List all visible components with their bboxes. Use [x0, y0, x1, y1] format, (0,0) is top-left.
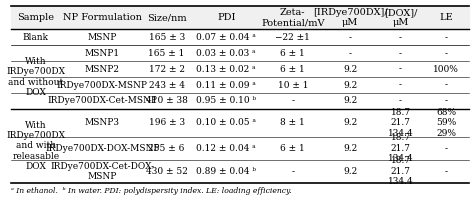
Text: -: - [445, 49, 448, 58]
Text: 9.2: 9.2 [343, 96, 357, 105]
Text: MSNP: MSNP [88, 33, 117, 42]
Text: 0.03 ± 0.03 ᵃ: 0.03 ± 0.03 ᵃ [196, 49, 256, 58]
Text: 8 ± 1: 8 ± 1 [281, 118, 305, 127]
Text: 9.2: 9.2 [343, 80, 357, 89]
Text: 0.11 ± 0.09 ᵃ: 0.11 ± 0.09 ᵃ [196, 80, 256, 89]
Text: MSNP3: MSNP3 [85, 118, 120, 127]
Text: 18.7
21.7
134.4: 18.7 21.7 134.4 [388, 133, 413, 163]
Text: IRDye700DX-Cet-MSNP: IRDye700DX-Cet-MSNP [47, 96, 157, 105]
Text: IRDye700DX-DOX-MSNP: IRDye700DX-DOX-MSNP [45, 144, 160, 153]
Text: -: - [445, 167, 448, 176]
Text: 0.13 ± 0.02 ᵃ: 0.13 ± 0.02 ᵃ [196, 65, 256, 73]
Text: 6 ± 1: 6 ± 1 [281, 65, 305, 73]
Text: -: - [445, 144, 448, 153]
Text: -: - [399, 80, 402, 89]
Text: Zeta-
Potential/mV: Zeta- Potential/mV [261, 8, 325, 28]
Text: LE: LE [439, 13, 453, 22]
Text: Size/nm: Size/nm [147, 13, 186, 22]
Text: MSNP1: MSNP1 [85, 49, 120, 58]
Text: -: - [445, 33, 448, 42]
Text: MSNP2: MSNP2 [85, 65, 120, 73]
Text: 0.95 ± 0.10 ᵇ: 0.95 ± 0.10 ᵇ [196, 96, 256, 105]
Text: 0.10 ± 0.05 ᵃ: 0.10 ± 0.05 ᵃ [196, 118, 256, 127]
Text: -: - [445, 96, 448, 105]
Text: 165 ± 3: 165 ± 3 [148, 33, 185, 42]
Text: 9.2: 9.2 [343, 118, 357, 127]
Text: -: - [348, 33, 352, 42]
Text: 196 ± 3: 196 ± 3 [148, 118, 185, 127]
Text: 6 ± 1: 6 ± 1 [281, 49, 305, 58]
Text: -: - [399, 33, 402, 42]
Text: IRDye700DX-Cet-DOX-
MSNP: IRDye700DX-Cet-DOX- MSNP [50, 161, 155, 181]
Text: 255 ± 6: 255 ± 6 [148, 144, 185, 153]
Text: 18.7
21.7
134.4: 18.7 21.7 134.4 [388, 108, 413, 138]
Text: 9.2: 9.2 [343, 65, 357, 73]
Text: ᵃ In ethanol.  ᵇ In water. PDI: polydispersity index. LE: loading efficiency.: ᵃ In ethanol. ᵇ In water. PDI: polydispe… [11, 187, 292, 195]
Text: Sample: Sample [18, 13, 55, 22]
Text: 410 ± 38: 410 ± 38 [146, 96, 188, 105]
Text: 165 ± 1: 165 ± 1 [148, 49, 185, 58]
Text: 0.12 ± 0.04 ᵃ: 0.12 ± 0.04 ᵃ [196, 144, 256, 153]
Text: -: - [445, 80, 448, 89]
Text: 172 ± 2: 172 ± 2 [149, 65, 185, 73]
Text: With
IRDye700DX
and with
releasable
DOX: With IRDye700DX and with releasable DOX [7, 121, 65, 171]
Text: −22 ±1: −22 ±1 [275, 33, 310, 42]
Text: PDI: PDI [217, 13, 236, 22]
Text: 6 ± 1: 6 ± 1 [281, 144, 305, 153]
Text: 0.07 ± 0.04 ᵃ: 0.07 ± 0.04 ᵃ [196, 33, 256, 42]
Text: [DOX]/
μM: [DOX]/ μM [384, 8, 417, 28]
Text: 68%
59%
29%: 68% 59% 29% [436, 108, 456, 138]
Text: 18.7
21.7
134.4: 18.7 21.7 134.4 [388, 156, 413, 186]
Text: -: - [399, 49, 402, 58]
Text: 243 ± 4: 243 ± 4 [149, 80, 185, 89]
Text: 9.2: 9.2 [343, 167, 357, 176]
Text: With
IRDye700DX
and without
DOX: With IRDye700DX and without DOX [7, 57, 65, 97]
Text: -: - [291, 96, 294, 105]
Text: 9.2: 9.2 [343, 144, 357, 153]
Text: Blank: Blank [23, 33, 49, 42]
Text: IRDye700DX-MSNP: IRDye700DX-MSNP [57, 80, 148, 89]
Text: 10 ± 1: 10 ± 1 [277, 80, 308, 89]
Text: -: - [399, 96, 402, 105]
Text: NP Formulation: NP Formulation [63, 13, 142, 22]
Text: 0.89 ± 0.04 ᵇ: 0.89 ± 0.04 ᵇ [196, 167, 256, 176]
Text: 430 ± 52: 430 ± 52 [146, 167, 188, 176]
Text: -: - [291, 167, 294, 176]
Text: 100%: 100% [433, 65, 459, 73]
Text: [IRDye700DX]/
μM: [IRDye700DX]/ μM [313, 8, 387, 28]
Text: -: - [348, 49, 352, 58]
Text: -: - [399, 65, 402, 73]
